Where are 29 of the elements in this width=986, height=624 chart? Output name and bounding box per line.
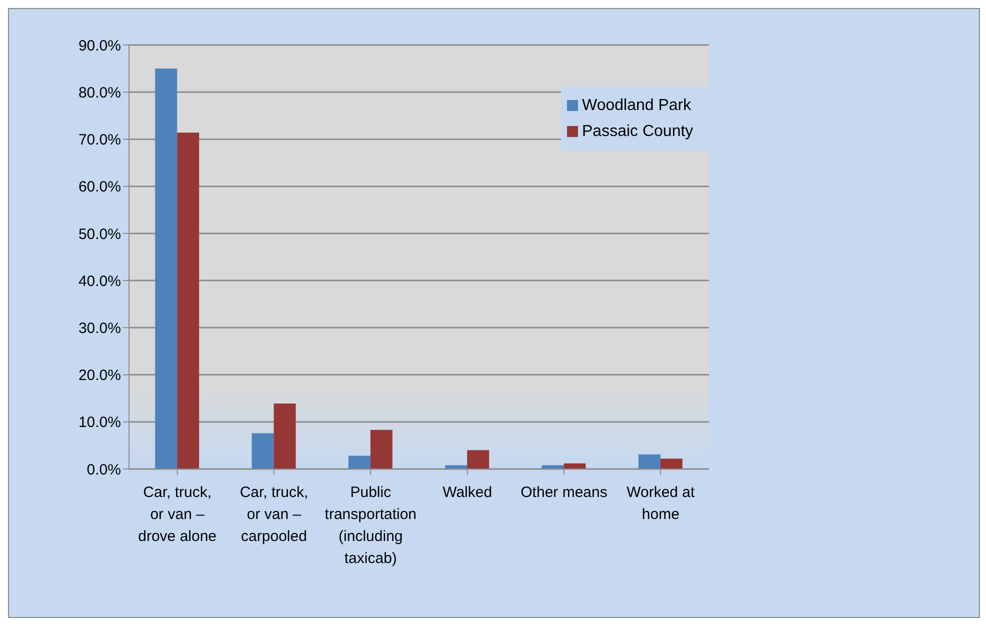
bar (348, 456, 370, 469)
y-tick-label: 40.0% (78, 272, 121, 290)
bar (660, 458, 682, 469)
y-tick-label: 60.0% (78, 178, 121, 196)
y-tick-label: 30.0% (78, 320, 121, 337)
bar (370, 430, 392, 469)
x-tick-label: Worked at home (626, 484, 696, 523)
bar (542, 465, 564, 469)
x-tick-label: Car, truck, or van – drove alone (138, 484, 217, 545)
legend-label: Passaic County (582, 123, 694, 140)
x-tick-label: Public transportation (including taxicab) (324, 484, 417, 567)
bar (252, 433, 274, 469)
y-tick-label: 0.0% (86, 461, 121, 478)
bar (155, 68, 178, 469)
bar (177, 132, 200, 469)
bar (638, 454, 660, 469)
x-tick-label: Car, truck, or van – carpooled (240, 484, 308, 545)
x-tick-label: Other means (520, 484, 608, 501)
legend-label: Woodland Park (582, 97, 692, 114)
x-tick-label: Walked (442, 484, 492, 501)
y-tick-label: 20.0% (78, 367, 121, 384)
y-tick-label: 80.0% (78, 84, 121, 102)
bar (445, 465, 468, 469)
bar (274, 404, 296, 469)
y-tick-label: 70.0% (78, 132, 121, 149)
y-tick-label: 90.0% (78, 37, 121, 54)
y-tick-label: 10.0% (78, 414, 121, 432)
bar (467, 450, 490, 469)
y-tick-label: 50.0% (78, 226, 121, 243)
